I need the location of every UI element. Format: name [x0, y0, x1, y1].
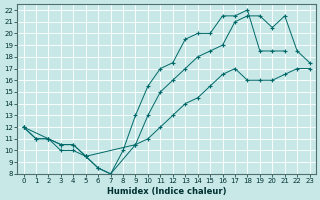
X-axis label: Humidex (Indice chaleur): Humidex (Indice chaleur)	[107, 187, 226, 196]
